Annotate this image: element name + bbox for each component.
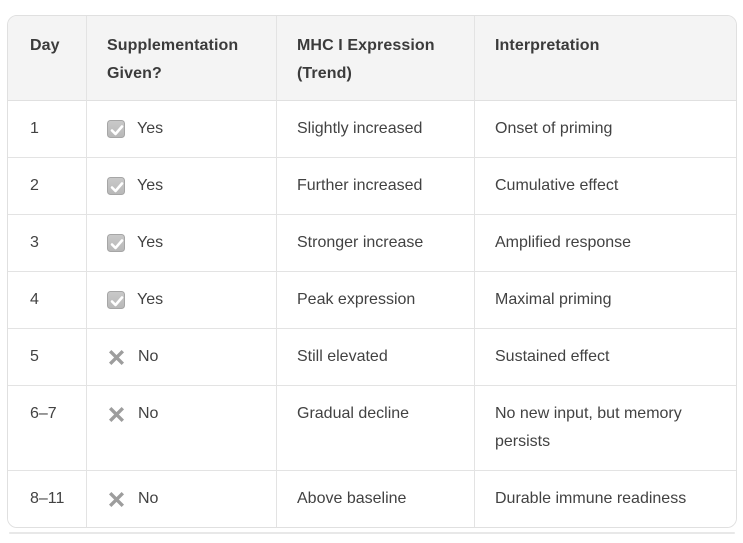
interpretation-cell: Sustained effect (474, 328, 736, 385)
checkbox-checked-icon (107, 291, 125, 309)
table-row: 8–11 No Above baseline Durable immune re… (8, 470, 736, 527)
bottom-divider (9, 532, 735, 534)
table-header: Day Supplementation Given? MHC I Express… (8, 16, 736, 101)
supplementation-cell: Yes (86, 214, 276, 271)
supplementation-label: Yes (137, 291, 164, 308)
day-cell: 4 (8, 271, 86, 328)
day-cell: 6–7 (8, 385, 86, 470)
interpretation-cell: Amplified response (474, 214, 736, 271)
supplementation-cell: No (86, 385, 276, 470)
day-cell: 2 (8, 157, 86, 214)
column-header-expression: MHC I Expression (Trend) (276, 16, 474, 101)
interpretation-cell: No new input, but memory persists (474, 385, 736, 470)
table-row: 3 Yes Stronger increase Amplified respon… (8, 214, 736, 271)
column-header-interpretation: Interpretation (474, 16, 736, 101)
expression-cell: Above baseline (276, 470, 474, 527)
supplementation-cell: Yes (86, 157, 276, 214)
x-mark-icon (107, 490, 126, 509)
expression-cell: Further increased (276, 157, 474, 214)
interpretation-cell: Cumulative effect (474, 157, 736, 214)
supplementation-label: Yes (137, 120, 164, 137)
supplementation-label: Yes (137, 177, 164, 194)
supplementation-cell: Yes (86, 271, 276, 328)
supplementation-table: Day Supplementation Given? MHC I Express… (7, 15, 737, 528)
supplementation-label: No (138, 405, 159, 422)
supplementation-label: Yes (137, 234, 164, 251)
table-row: 5 No Still elevated Sustained effect (8, 328, 736, 385)
checkbox-checked-icon (107, 234, 125, 252)
supplementation-cell: Yes (86, 101, 276, 157)
table-row: 1 Yes Slightly increased Onset of primin… (8, 101, 736, 157)
supplementation-cell: No (86, 470, 276, 527)
expression-cell: Slightly increased (276, 101, 474, 157)
table-row: 2 Yes Further increased Cumulative effec… (8, 157, 736, 214)
day-cell: 5 (8, 328, 86, 385)
day-cell: 3 (8, 214, 86, 271)
expression-cell: Still elevated (276, 328, 474, 385)
expression-cell: Stronger increase (276, 214, 474, 271)
checkbox-checked-icon (107, 120, 125, 138)
interpretation-cell: Durable immune readiness (474, 470, 736, 527)
interpretation-cell: Onset of priming (474, 101, 736, 157)
supplementation-label: No (138, 348, 159, 365)
day-cell: 8–11 (8, 470, 86, 527)
x-mark-icon (107, 348, 126, 367)
day-cell: 1 (8, 101, 86, 157)
supplementation-cell: No (86, 328, 276, 385)
table-row: 4 Yes Peak expression Maximal priming (8, 271, 736, 328)
column-header-supplementation: Supplementation Given? (86, 16, 276, 101)
supplementation-label: No (138, 490, 159, 507)
expression-cell: Peak expression (276, 271, 474, 328)
column-header-day: Day (8, 16, 86, 101)
x-mark-icon (107, 405, 126, 424)
table-row: 6–7 No Gradual decline No new input, but… (8, 385, 736, 470)
checkbox-checked-icon (107, 177, 125, 195)
expression-cell: Gradual decline (276, 385, 474, 470)
interpretation-cell: Maximal priming (474, 271, 736, 328)
